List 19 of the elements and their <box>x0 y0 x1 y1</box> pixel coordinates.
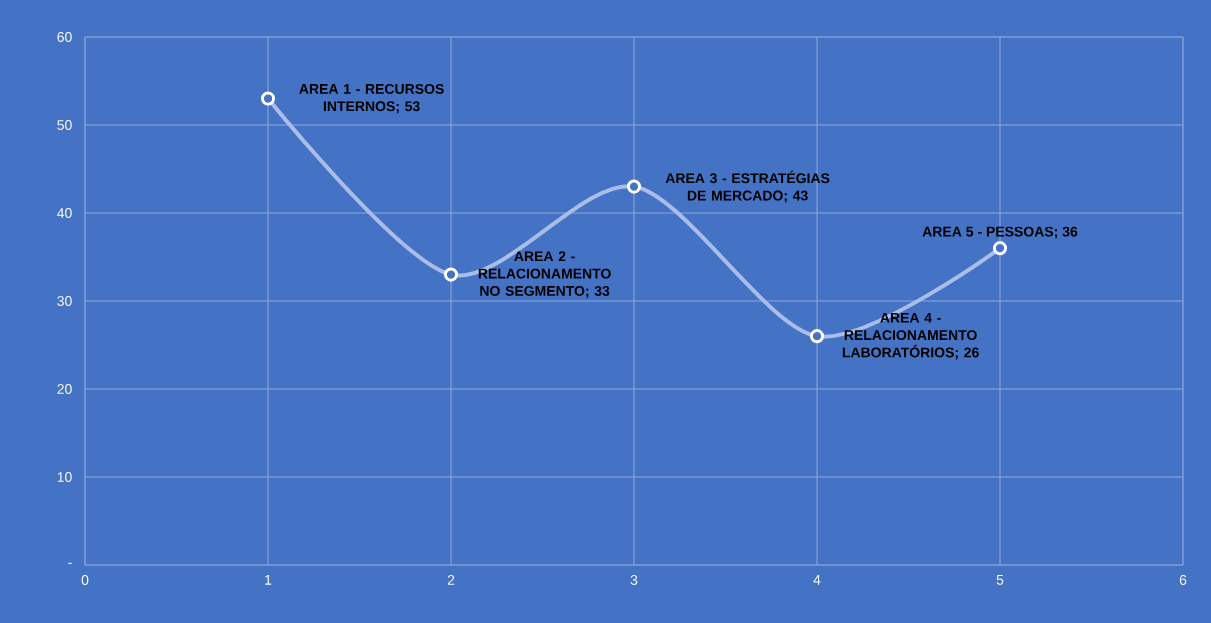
y-tick-label: - <box>68 562 72 564</box>
x-tick-label: 1 <box>265 575 272 585</box>
x-tick-label: 2 <box>447 575 455 585</box>
x-tick-label: 3 <box>630 575 638 585</box>
annotation: AREA 4 - RELACIONAMENTO LABORATÓRIOS; 26 <box>842 312 979 360</box>
annotation: AREA 3 - ESTRATÉGIAS DE MERCADO; 43 <box>665 170 830 203</box>
y-tick-label: 20 <box>57 384 72 394</box>
y-tick-label: 40 <box>57 208 72 218</box>
x-tick-label: 5 <box>996 575 1004 585</box>
x-tick-label: 0 <box>81 575 89 585</box>
x-tick-label: 4 <box>813 575 821 585</box>
y-tick-label: 50 <box>57 120 72 130</box>
annotation: AREA 2 - RELACIONAMENTO NO SEGMENTO; 33 <box>478 251 611 298</box>
y-tick-label: 10 <box>57 472 72 482</box>
annotation: AREA 5 - PESSOAS; 36 <box>922 226 1078 239</box>
annotation: AREA 1 - RECURSOS INTERNOS; 53 <box>299 83 444 114</box>
x-tick-label: 6 <box>1179 575 1187 585</box>
y-tick-label: 60 <box>57 32 72 42</box>
y-tick-label: 30 <box>57 296 72 306</box>
